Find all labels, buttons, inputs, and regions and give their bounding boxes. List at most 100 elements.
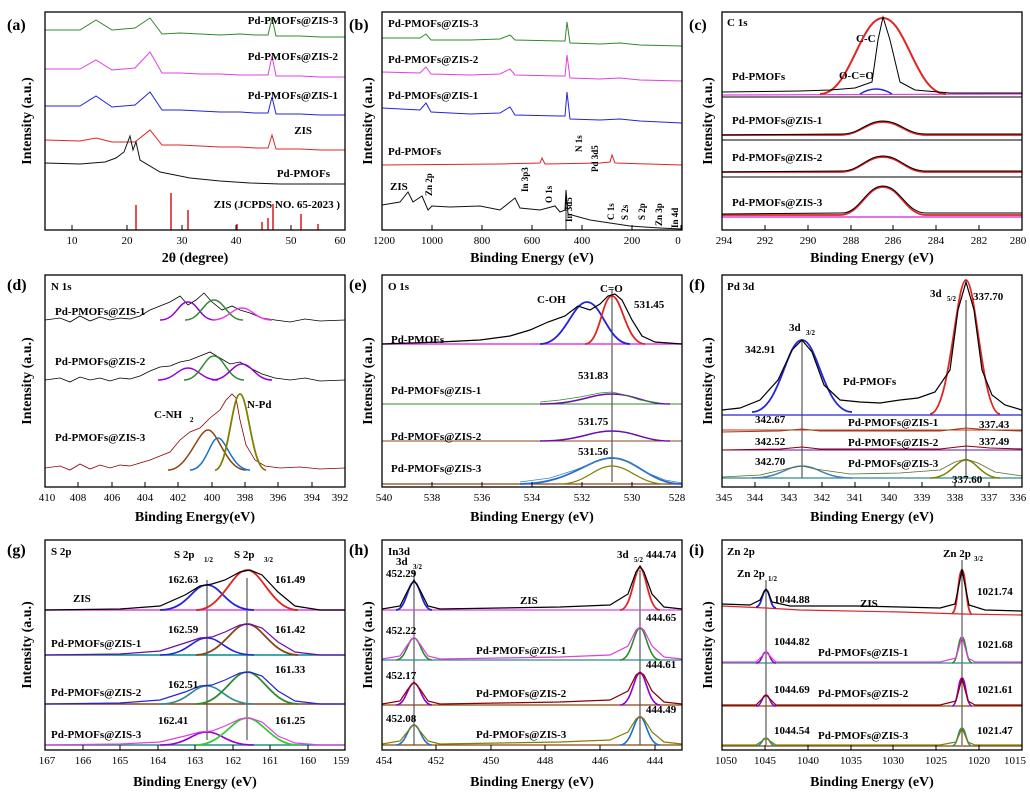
- i-label-zis3: Pd-PMOFs@ZIS-3: [818, 730, 909, 742]
- g-value-zis2-12: 162.51: [168, 679, 198, 691]
- b-label-zis1: Pd-PMOFs@ZIS-1: [388, 90, 478, 102]
- a-label-pdpmofs: Pd-PMOFs: [277, 168, 331, 180]
- b-ylabel: Intensity (a.u.): [361, 77, 376, 165]
- h-value-zis-32: 452.29: [386, 568, 417, 580]
- g-value-zis-12: 162.63: [168, 574, 199, 586]
- e-peak-coh: C-OH: [537, 294, 566, 306]
- e-label-zis3: Pd-PMOFs@ZIS-3: [391, 463, 482, 475]
- i-trace-zis2: [722, 677, 1022, 706]
- panel-i-plot: [722, 560, 1022, 747]
- i-peak-zn2p12: Zn 2p: [737, 568, 765, 580]
- i-xtick-4: 1030: [882, 755, 905, 767]
- h-xtick-3: 448: [537, 755, 554, 767]
- b-label-zis: ZIS: [390, 181, 408, 193]
- f-value-zis1-52: 337.43: [979, 419, 1010, 431]
- g-trace-zis: [45, 569, 345, 611]
- panel-h-xticklabels: 454 452 450 448 446 444: [376, 755, 664, 767]
- panel-h-frame: [381, 539, 683, 751]
- b-peak-n1s: N 1s: [574, 135, 584, 152]
- g-value-zis3-12: 162.41: [158, 715, 188, 727]
- panel-e-ticks: [381, 482, 683, 487]
- e-xtick-6: 528: [669, 492, 686, 504]
- panel-i-ticks: [721, 745, 1023, 750]
- b-xtick-1: 1000: [421, 235, 444, 247]
- h-trace-zis: [382, 564, 682, 610]
- e-ylabel: Intensity (a.u.): [361, 337, 376, 425]
- h-value-zis2-52: 444.61: [646, 659, 676, 671]
- c-xtick-6: 282: [971, 235, 988, 247]
- e-label-zis2: Pd-PMOFs@ZIS-2: [391, 431, 482, 443]
- c-xtick-1: 292: [757, 235, 774, 247]
- g-xtick-0: 167: [39, 755, 56, 767]
- f-peak-3d32-sub: 3/2: [806, 329, 815, 337]
- i-xtick-5: 1025: [925, 755, 948, 767]
- d-peak-cnh-sub: 2: [190, 416, 194, 424]
- h-label-zis3: Pd-PMOFs@ZIS-3: [476, 729, 567, 741]
- c-xtick-3: 288: [843, 235, 860, 247]
- b-trace-pdpmofs: [382, 153, 682, 166]
- h-comp-zis3-32: [395, 724, 433, 746]
- panel-c: 294 292 290 288 286 284 282 280 (c) C 1s…: [689, 11, 1027, 266]
- b-peak-c1s: C 1s: [606, 203, 616, 220]
- d-trace-zis1-raw: [45, 292, 345, 323]
- d-xtick-8: 394: [304, 492, 321, 504]
- f-xtick-6: 339: [914, 492, 931, 504]
- a-panel-letter: (a): [7, 17, 26, 34]
- a-label-zis3: Pd-PMOFs@ZIS-3: [248, 15, 339, 27]
- f-xtick-1: 344: [747, 492, 764, 504]
- f-peak-3d52-sub: 5/2: [947, 295, 956, 303]
- e-xtick-1: 538: [424, 492, 441, 504]
- e-xtick-3: 534: [524, 492, 541, 504]
- f-panel-letter: (f): [689, 277, 705, 294]
- f-trace-pdpmofs: [722, 279, 1022, 411]
- panel-d-frame: [44, 274, 346, 488]
- panel-i-frame: [721, 539, 1023, 751]
- b-xtick-2: 800: [474, 235, 491, 247]
- e-peak-co: C=O: [600, 283, 623, 295]
- f-xtick-7: 338: [947, 492, 964, 504]
- i-xtick-6: 1020: [968, 755, 991, 767]
- a-label-reference: ZIS (JCPDS NO. 65-2023 ): [214, 199, 341, 211]
- f-trace-zis3-52: [929, 459, 1001, 479]
- c-xtick-7: 280: [1010, 235, 1027, 247]
- d-xtick-4: 402: [170, 492, 187, 504]
- panel-a-xticklabels: 10 20 30 40 50 60: [67, 235, 347, 247]
- g-peak-s2p32: S 2p: [234, 549, 255, 561]
- d-label-zis2: Pd-PMOFs@ZIS-2: [55, 356, 146, 368]
- g-xtick-1: 166: [75, 755, 92, 767]
- h-comp-zis1-32: [395, 637, 433, 661]
- g-label-zis3: Pd-PMOFs@ZIS-3: [51, 729, 142, 741]
- g-xtick-3: 164: [150, 755, 167, 767]
- d-comp-zis2-b: [183, 355, 245, 381]
- g-xtick-5: 162: [225, 755, 242, 767]
- b-peak-in3d5: In 3d5: [564, 197, 574, 222]
- b-trace-zis3: [382, 21, 682, 47]
- b-peak-zn2p: Zn 2p: [424, 173, 434, 196]
- h-comp-zis-52: [619, 567, 661, 611]
- panel-c-plot: [722, 15, 1022, 218]
- a-trace-zis1: [45, 91, 345, 116]
- e-trace-zis3-raw: [519, 456, 682, 484]
- h-comp-zis1-52: [619, 627, 661, 661]
- d-comp-zis2-a: [157, 367, 219, 381]
- panel-h-ticks: [381, 745, 656, 750]
- b-xlabel: Binding Energy (eV): [470, 251, 594, 266]
- e-xtick-5: 530: [624, 492, 641, 504]
- a-ylabel: Intensity (a.u.): [20, 77, 35, 165]
- f-label-zis3: Pd-PMOFs@ZIS-3: [848, 458, 939, 470]
- i-xtick-0: 1050: [715, 755, 738, 767]
- d-xtick-3: 404: [137, 492, 154, 504]
- i-value-zis2-32: 1021.61: [977, 684, 1013, 696]
- g-xlabel: Binding Energy (eV): [133, 775, 257, 790]
- b-xtick-5: 200: [624, 235, 641, 247]
- c-label-zis3: Pd-PMOFs@ZIS-3: [732, 197, 823, 209]
- f-value-pdpmofs-52: 337.70: [973, 291, 1004, 303]
- e-value-zis2: 531.75: [578, 416, 609, 428]
- h-title: In3d: [388, 546, 410, 558]
- c-xlabel: Binding Energy (eV): [810, 251, 934, 266]
- g-xtick-2: 165: [112, 755, 129, 767]
- f-value-pdpmofs-32: 342.91: [745, 344, 775, 356]
- a-label-zis: ZIS: [294, 125, 312, 137]
- f-xtick-4: 341: [847, 492, 864, 504]
